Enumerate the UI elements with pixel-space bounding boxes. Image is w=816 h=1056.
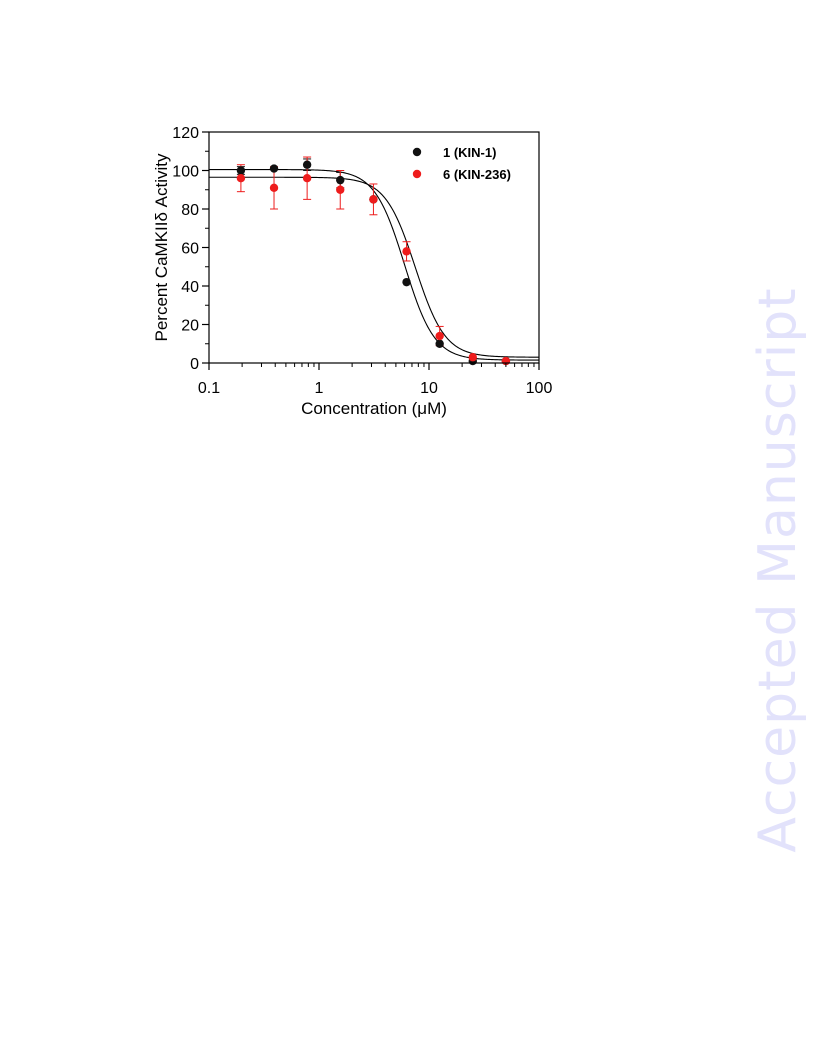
data-point-series-2 — [468, 353, 477, 362]
data-point-series-2 — [269, 183, 279, 193]
data-point-series-1 — [302, 160, 312, 169]
data-point-series-1 — [435, 339, 444, 348]
legend-marker-series-1 — [412, 147, 422, 157]
data-point-series-2 — [336, 185, 345, 194]
legend-marker-series-2 — [412, 169, 422, 179]
data-point-series-2 — [236, 174, 246, 183]
y-tick-label: 60 — [181, 241, 199, 258]
data-point-series-2 — [369, 195, 378, 204]
data-point-series-2 — [435, 331, 444, 341]
legend-label-series-2: 6 (KIN-236) — [443, 167, 511, 182]
y-axis-title: Percent CaMKIIδ Activity — [152, 153, 171, 342]
data-point-series-2 — [302, 174, 312, 183]
y-tick-label: 100 — [172, 164, 199, 181]
data-point-series-1 — [402, 277, 411, 287]
y-tick-label: 0 — [190, 356, 199, 373]
x-axis-title: Concentration (μM) — [301, 399, 447, 418]
x-axis-ticks: 0.1 1 10 100 — [198, 363, 553, 397]
y-tick-label: 120 — [172, 125, 199, 142]
x-tick-label: 1 — [315, 380, 324, 397]
legend-label-series-1: 1 (KIN-1) — [443, 145, 496, 160]
fit-curve-2 — [209, 176, 539, 358]
data-point-series-1 — [269, 164, 279, 173]
y-tick-label: 40 — [181, 279, 199, 296]
x-tick-label: 0.1 — [198, 380, 220, 397]
data-point-series-1 — [336, 175, 345, 185]
fit-curves — [209, 168, 539, 361]
y-axis-ticks: 0 20 40 60 80 100 120 — [172, 125, 209, 373]
y-tick-label: 80 — [181, 202, 199, 219]
y-tick-label: 20 — [181, 318, 199, 335]
data-point-series-2 — [402, 247, 411, 256]
data-point-series-1 — [236, 166, 246, 175]
x-tick-label: 100 — [526, 380, 553, 397]
watermark: Accepted Manuscript — [748, 287, 808, 853]
legend: 1 (KIN-1) 6 (KIN-236) — [412, 145, 511, 182]
fit-curve-1 — [209, 168, 539, 361]
x-tick-label: 10 — [420, 380, 438, 397]
error-bars — [236, 156, 444, 347]
